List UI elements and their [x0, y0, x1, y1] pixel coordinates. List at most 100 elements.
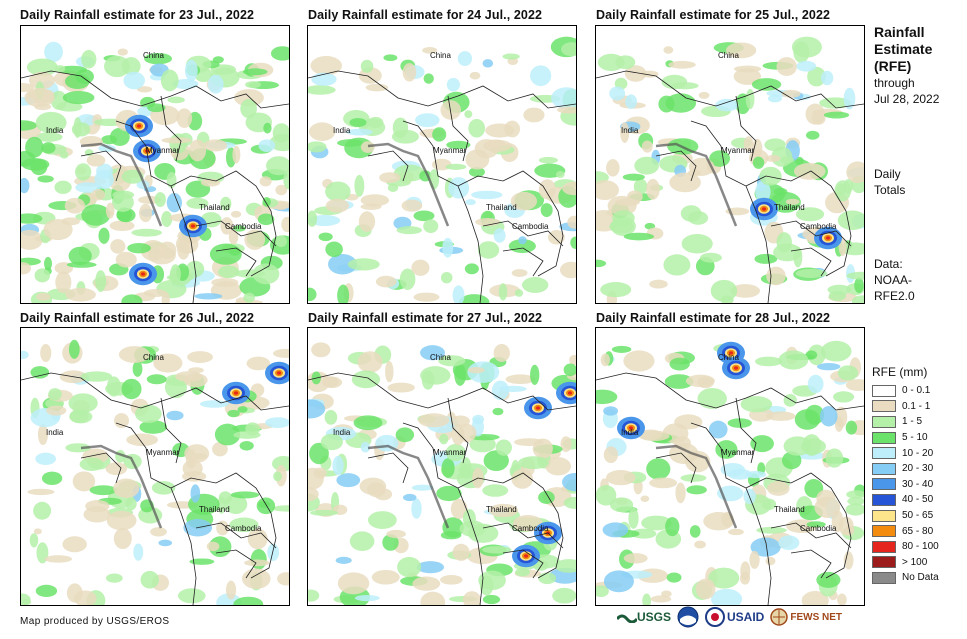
- country-border: [502, 247, 544, 277]
- rain-patch: [622, 173, 645, 181]
- legend-swatch: [872, 478, 896, 491]
- rain-patch: [393, 164, 426, 182]
- place-label-china: China: [430, 51, 451, 60]
- rain-patch: [199, 400, 229, 408]
- rain-patch: [450, 498, 468, 519]
- rain-hotspot: [137, 124, 141, 128]
- rain-patch: [21, 350, 29, 360]
- rain-patch: [94, 169, 114, 190]
- rain-patch: [62, 91, 95, 105]
- through-date: Jul 28, 2022: [874, 92, 940, 106]
- rain-patch: [560, 436, 572, 453]
- rain-hotspot: [234, 391, 238, 395]
- rain-patch: [625, 94, 638, 109]
- legend-rows: 0 - 0.1 0.1 - 1 1 - 5 5 - 10 10 - 20 20 - 30 3…: [872, 383, 939, 586]
- rain-patch: [68, 246, 92, 266]
- usgs-logo: USGS: [617, 610, 671, 624]
- coastline: [655, 444, 738, 529]
- rain-patch: [465, 199, 476, 206]
- rain-patch: [845, 379, 864, 391]
- rain-patch: [766, 266, 786, 286]
- place-label-cambodia: Cambodia: [800, 222, 837, 231]
- country-border: [195, 522, 277, 549]
- rain-patch: [135, 404, 162, 424]
- rain-patch: [740, 396, 773, 413]
- rain-patch: [646, 458, 671, 480]
- rain-patch: [227, 409, 240, 418]
- country-border: [80, 452, 122, 484]
- usgs-wave-icon: [617, 614, 637, 623]
- rain-patch: [596, 585, 609, 598]
- coastline: [367, 444, 450, 529]
- rain-patch: [153, 353, 183, 373]
- rain-patch: [612, 210, 635, 226]
- rain-patch: [106, 510, 137, 531]
- rain-patch: [805, 404, 825, 425]
- rain-patch: [843, 551, 854, 570]
- rain-patch: [50, 90, 68, 110]
- place-label-thailand: Thailand: [199, 505, 230, 514]
- rain-patch: [37, 424, 48, 446]
- rainfall-map[interactable]: China India Myanmar Thailand Cambodia: [307, 25, 577, 304]
- rain-patch: [628, 507, 639, 529]
- rain-patch: [795, 268, 828, 278]
- rain-patch: [325, 181, 351, 202]
- daily-label: Daily: [874, 167, 901, 181]
- rain-patch: [91, 188, 106, 201]
- rain-patch: [836, 183, 847, 196]
- rain-patch: [603, 446, 618, 464]
- rain-patch: [697, 387, 727, 409]
- rain-patch: [450, 415, 470, 427]
- legend-item: 65 - 80: [872, 523, 939, 539]
- rain-patch: [686, 485, 707, 495]
- rain-patch: [552, 587, 576, 604]
- rain-patch: [189, 558, 215, 565]
- rain-patch: [55, 271, 72, 294]
- rain-patch: [770, 191, 801, 213]
- rainfall-map[interactable]: China India Myanmar Thailand Cambodia: [307, 327, 577, 606]
- rain-patch: [241, 568, 271, 589]
- rain-patch: [48, 388, 62, 401]
- legend-swatch: [872, 447, 896, 460]
- side-title-line: (RFE): [874, 58, 912, 74]
- rain-patch: [267, 543, 280, 561]
- rain-patch: [73, 590, 97, 605]
- rain-patch: [658, 95, 675, 113]
- data-label: Data:: [874, 257, 903, 271]
- rain-hotspot: [277, 371, 281, 375]
- rain-patch: [640, 495, 650, 502]
- rain-patch: [482, 594, 501, 605]
- rain-patch: [477, 241, 500, 259]
- rain-patch: [401, 199, 423, 212]
- rain-patch: [176, 108, 193, 129]
- rain-patch: [468, 167, 485, 177]
- rain-patch: [518, 236, 527, 245]
- rain-patch: [190, 484, 201, 503]
- rain-patch: [615, 55, 636, 70]
- legend-label: 0.1 - 1: [902, 400, 931, 412]
- rain-patch: [710, 279, 738, 302]
- rain-patch: [79, 457, 104, 471]
- rain-patch: [468, 118, 486, 138]
- rainfall-map[interactable]: China India Myanmar Thailand Cambodia: [595, 327, 865, 606]
- rain-patch: [308, 399, 326, 419]
- rain-patch: [273, 471, 282, 482]
- place-label-thailand: Thailand: [774, 505, 805, 514]
- rain-patch: [791, 36, 822, 58]
- rain-patch: [555, 170, 565, 179]
- rain-patch: [367, 482, 386, 498]
- rain-patch: [265, 417, 289, 428]
- country-border: [502, 549, 544, 579]
- rainfall-map[interactable]: China India Myanmar Thailand Cambodia: [20, 25, 290, 304]
- rain-patch: [846, 490, 864, 499]
- rain-patch: [310, 56, 342, 76]
- rainfall-map[interactable]: China India Myanmar Thailand Cambodia: [595, 25, 865, 304]
- rainfall-map[interactable]: China India Myanmar Thailand Cambodia: [20, 327, 290, 606]
- legend-label: 65 - 80: [902, 525, 934, 537]
- rain-patch: [349, 117, 367, 127]
- rain-patch: [114, 413, 129, 429]
- rain-patch: [146, 374, 167, 385]
- rain-patch: [845, 503, 864, 516]
- rain-patch: [175, 234, 199, 254]
- rain-patch: [166, 192, 182, 213]
